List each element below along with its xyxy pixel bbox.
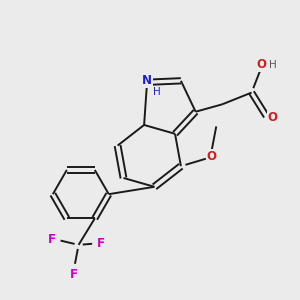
Text: O: O [206, 150, 216, 163]
Text: F: F [48, 233, 56, 246]
Text: N: N [142, 74, 152, 87]
Text: H: H [154, 87, 161, 97]
Text: H: H [269, 60, 277, 70]
Text: F: F [70, 268, 78, 281]
Text: F: F [97, 237, 105, 250]
Text: O: O [256, 58, 266, 71]
Text: O: O [268, 111, 278, 124]
